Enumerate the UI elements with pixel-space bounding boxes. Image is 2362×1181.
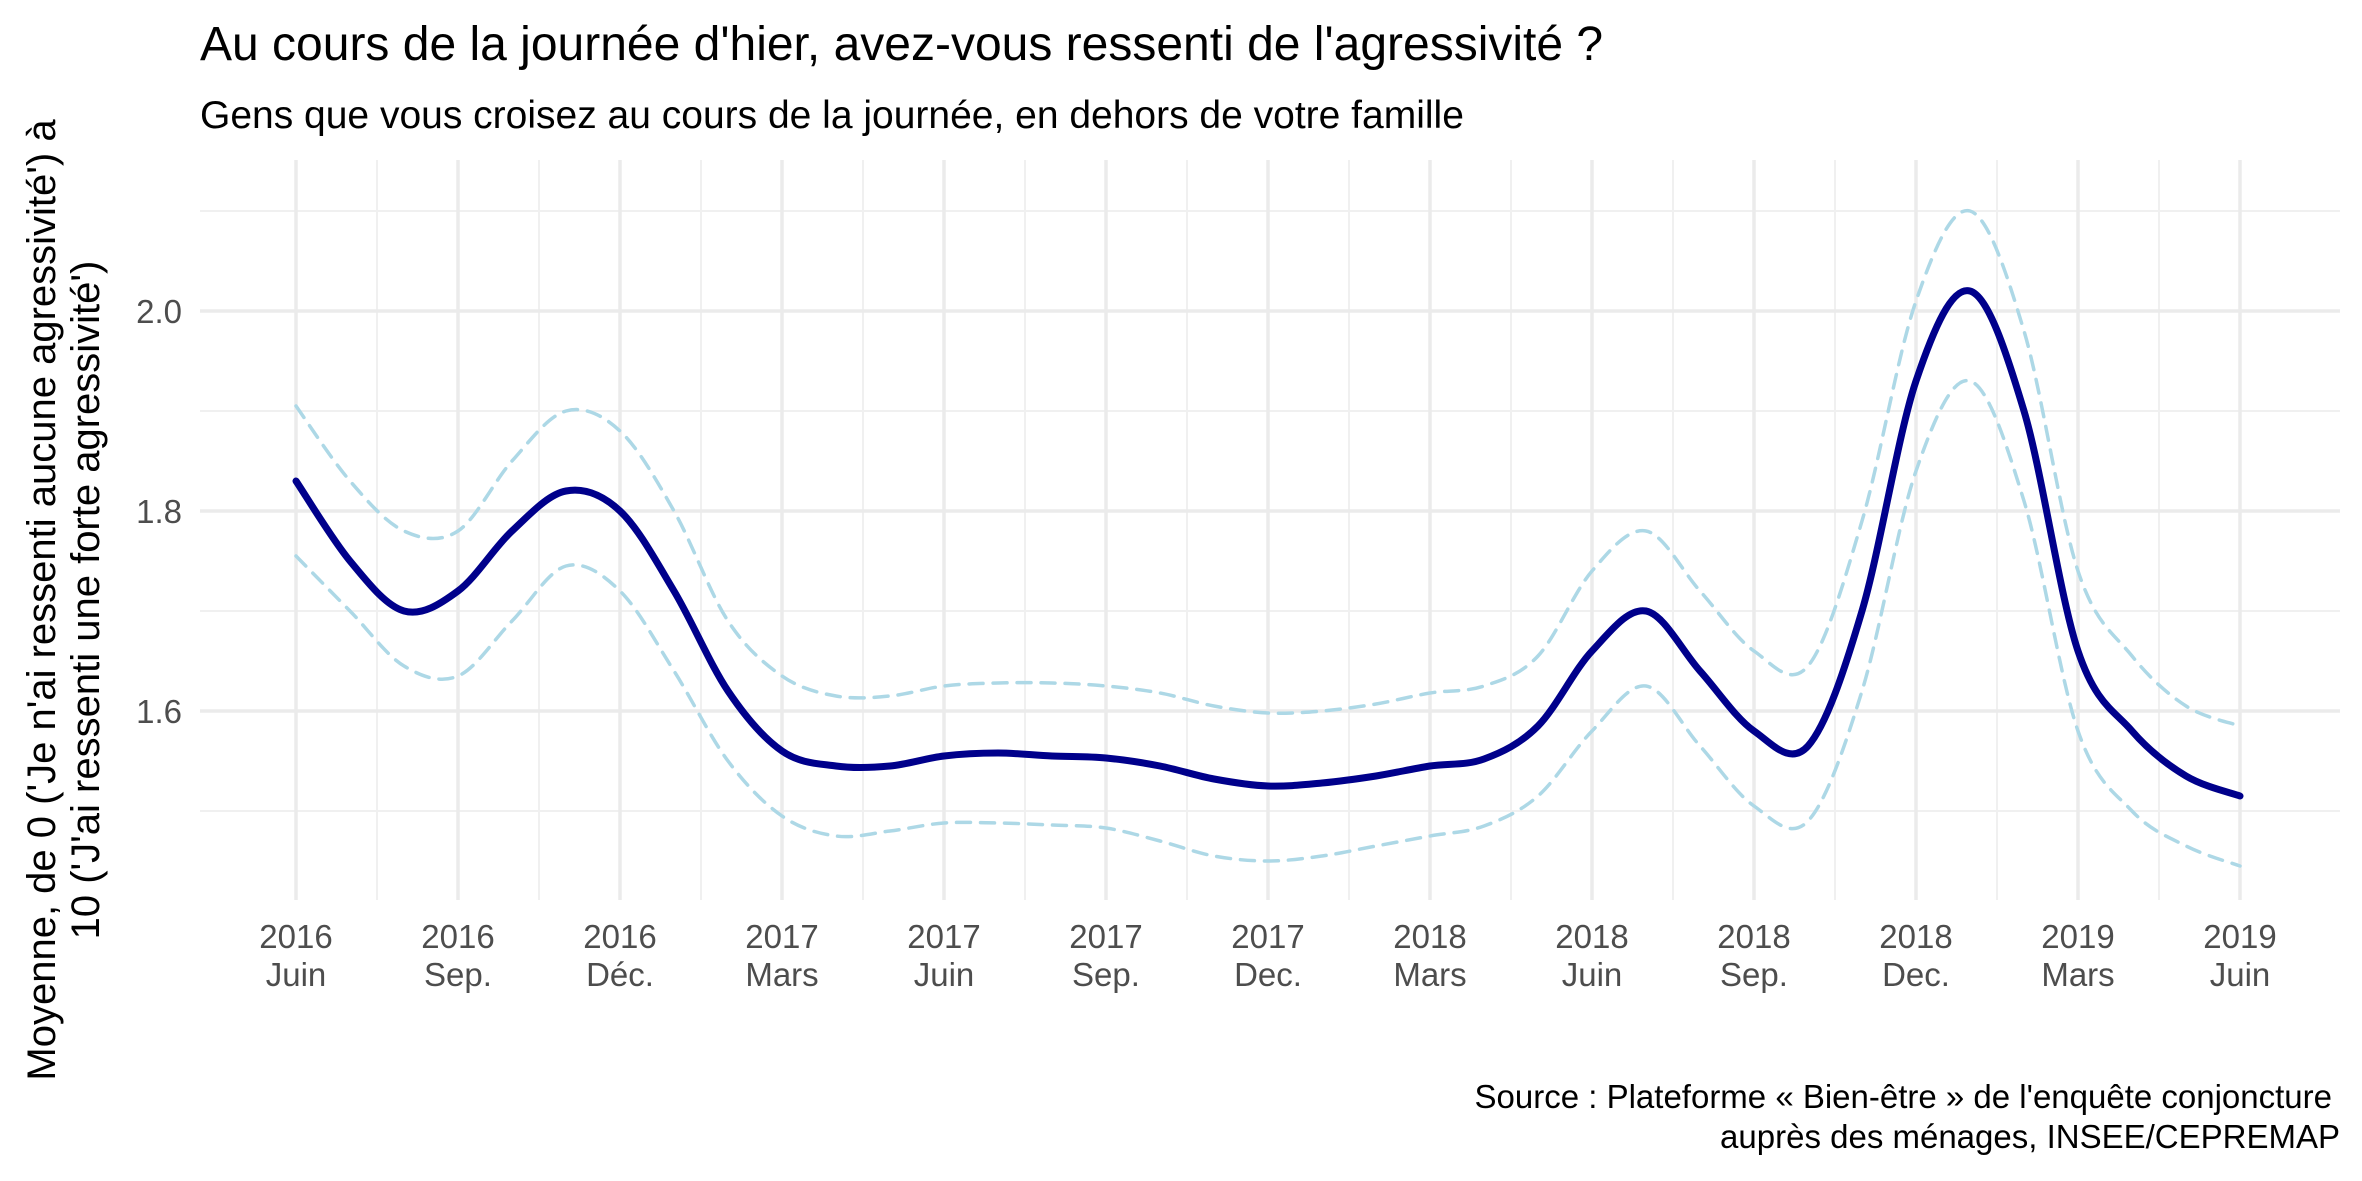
x-tick-label-month: Mars	[2041, 956, 2114, 993]
y-tick-label: 2.0	[136, 293, 182, 330]
x-tick-label-year: 2016	[259, 918, 332, 955]
grid-minor	[200, 160, 2340, 900]
chart-title: Au cours de la journée d'hier, avez-vous…	[200, 18, 1603, 71]
y-tick-label: 1.8	[136, 493, 182, 530]
x-tick-label-month: Mars	[1393, 956, 1466, 993]
y-axis-label-line-1: Moyenne, de 0 ('Je n'ai ressenti aucune …	[20, 119, 64, 1081]
x-tick-label-year: 2017	[1231, 918, 1304, 955]
x-tick-label-month: Juin	[266, 956, 327, 993]
caption-line-1: Source : Plateforme « Bien-être » de l'e…	[1475, 1078, 2332, 1115]
x-tick-label-year: 2019	[2203, 918, 2276, 955]
x-tick-label-year: 2018	[1879, 918, 1952, 955]
x-tick-label-year: 2019	[2041, 918, 2114, 955]
y-axis-label-line-2: 10 ('J'ai ressenti une forte agressivité…	[64, 261, 108, 940]
x-tick-label-month: Sep.	[424, 956, 492, 993]
x-tick-label-year: 2017	[907, 918, 980, 955]
x-tick-label-year: 2018	[1555, 918, 1628, 955]
y-tick-label: 1.6	[136, 693, 182, 730]
x-tick-label-month: Mars	[745, 956, 818, 993]
x-tick-label-month: Dec.	[1234, 956, 1302, 993]
x-tick-label-year: 2017	[1069, 918, 1142, 955]
x-tick-label-year: 2018	[1393, 918, 1466, 955]
series-lower-bound-line	[294, 379, 2242, 868]
x-tick-label-year: 2016	[583, 918, 656, 955]
x-tick-label-month: Déc.	[586, 956, 654, 993]
x-axis-ticks: 2016Juin2016Sep.2016Déc.2017Mars2017Juin…	[259, 918, 2276, 993]
x-tick-label-month: Sep.	[1720, 956, 1788, 993]
x-tick-label-month: Juin	[2210, 956, 2271, 993]
x-tick-label-year: 2018	[1717, 918, 1790, 955]
x-tick-label-month: Dec.	[1882, 956, 1950, 993]
grid-major	[200, 160, 2340, 900]
series-mean-line	[292, 287, 2244, 800]
x-tick-label-month: Sep.	[1072, 956, 1140, 993]
x-tick-label-year: 2016	[421, 918, 494, 955]
x-tick-label-month: Juin	[1562, 956, 1623, 993]
chart-subtitle: Gens que vous croisez au cours de la jou…	[200, 94, 1464, 137]
series-upper-bound-line	[294, 209, 2242, 728]
x-tick-label-month: Juin	[914, 956, 975, 993]
y-axis-label: Moyenne, de 0 ('Je n'ai ressenti aucune …	[20, 119, 108, 1081]
y-axis-ticks: 1.6 1.8 2.0	[136, 293, 182, 730]
caption-line-2: auprès des ménages, INSEE/CEPREMAP	[1720, 1118, 2340, 1155]
x-tick-label-year: 2017	[745, 918, 818, 955]
series-layer	[292, 209, 2244, 868]
